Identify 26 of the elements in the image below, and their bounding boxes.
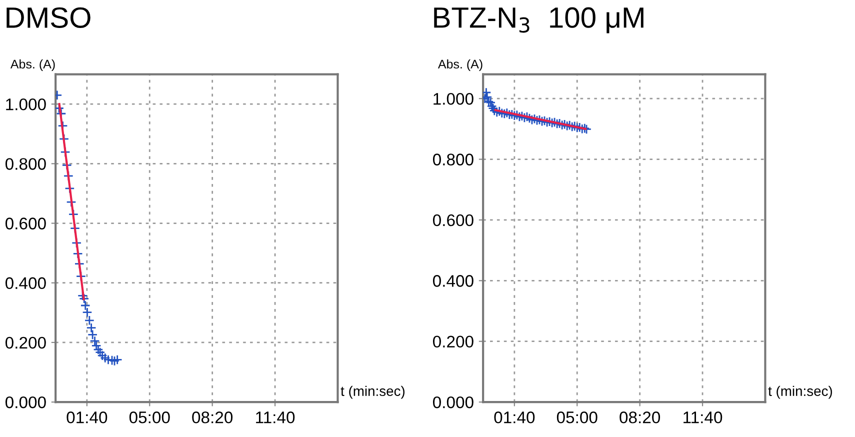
x-axis-title: t (min:sec) bbox=[768, 386, 832, 399]
y-tick-label: 0.800 bbox=[432, 154, 474, 166]
x-tick-label: 05:00 bbox=[556, 412, 598, 424]
y-tick-label: 0.200 bbox=[432, 336, 474, 348]
y-tick-label: 0.000 bbox=[432, 396, 474, 408]
x-tick-label: 01:40 bbox=[494, 412, 535, 424]
x-tick-label: 08:20 bbox=[192, 412, 233, 424]
x-tick-label: 11:40 bbox=[684, 412, 722, 424]
chart-title: DMSO bbox=[6, 7, 90, 28]
y-tick-label: 0.800 bbox=[5, 158, 46, 170]
y-tick-label: 0.600 bbox=[5, 218, 46, 230]
x-tick-label: 01:40 bbox=[66, 412, 108, 424]
y-tick-label: 0.400 bbox=[432, 275, 474, 287]
x-axis-title: t (min:sec) bbox=[340, 386, 405, 399]
chart-title: BTZ-N$_{3}$ 100 μM bbox=[434, 7, 644, 34]
y-tick-label: 0.200 bbox=[5, 336, 46, 349]
x-tick-label: 11:40 bbox=[256, 412, 295, 424]
y-axis-title: Abs. (A) bbox=[438, 59, 482, 72]
x-tick-label: 05:00 bbox=[129, 412, 170, 424]
y-tick-label: 0.600 bbox=[432, 214, 474, 226]
y-tick-label: 1.000 bbox=[6, 98, 46, 110]
y-tick-label: 0.400 bbox=[5, 277, 46, 290]
y-tick-label: 0.000 bbox=[5, 396, 46, 408]
x-tick-label: 08:20 bbox=[620, 412, 660, 424]
y-axis-title: Abs. (A) bbox=[10, 59, 55, 72]
y-tick-label: 1.000 bbox=[434, 92, 474, 105]
